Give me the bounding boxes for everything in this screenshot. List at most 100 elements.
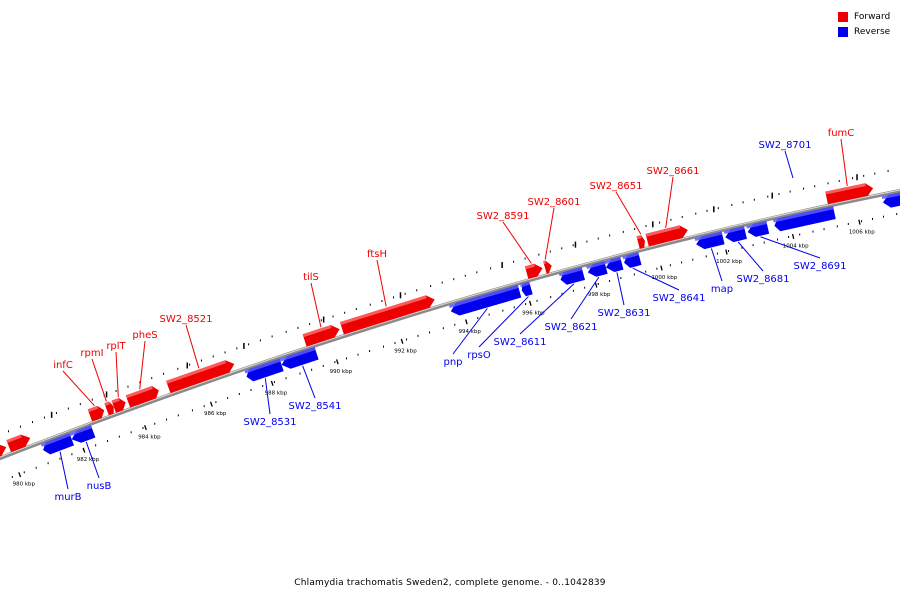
forward-gene [524, 263, 543, 279]
scale-tick [529, 300, 532, 306]
gene-leader-line [310, 282, 322, 328]
gene-highlight [339, 295, 427, 326]
gene-highlight [723, 226, 745, 234]
gene-label: ftsH [367, 249, 387, 260]
gene-leader-line [616, 272, 625, 306]
forward-gene [6, 434, 31, 453]
reverse-gene [604, 257, 624, 272]
reverse-gene [244, 358, 284, 382]
reverse-gene [69, 425, 96, 443]
scale-tick [82, 447, 86, 453]
scale-tick [270, 380, 274, 386]
gene-leader-line [91, 358, 107, 402]
scale-tick [660, 265, 663, 271]
gene-body [246, 358, 284, 382]
gene-highlight [543, 260, 547, 265]
gene-leader-line [264, 378, 271, 415]
gene-label: pheS [132, 330, 157, 341]
gene-leader-line [502, 221, 532, 264]
gene-label: rplT [106, 341, 126, 352]
gene-body [125, 385, 159, 408]
gene-leader-line [665, 176, 674, 228]
gene-label: fumC [828, 128, 855, 139]
legend-label-forward: Forward [854, 11, 891, 22]
gene-highlight [558, 267, 583, 277]
gene-body [166, 360, 235, 394]
gene-highlight [825, 183, 866, 195]
gene-highlight [111, 397, 120, 404]
gene-body [43, 433, 75, 455]
gene-label: SW2_8681 [736, 274, 789, 285]
gene-label: map [711, 284, 733, 295]
gene-leader-line [185, 324, 200, 369]
genome-backbone [0, 188, 900, 461]
forward-gene [111, 397, 126, 413]
forward-swatch [838, 11, 848, 22]
forward-gene [645, 225, 688, 247]
gene-features [0, 183, 900, 457]
gene-highlight [166, 360, 227, 384]
gene-leader-line [115, 351, 119, 398]
forward-gene [104, 401, 114, 416]
scale-tick [335, 359, 339, 365]
scale-label: 1006 kbp [849, 229, 875, 235]
gene-highlight [279, 347, 316, 362]
gene-leader-line [376, 259, 387, 307]
reverse-gene [448, 285, 522, 316]
gene-highlight [520, 281, 530, 288]
reverse-gene [694, 231, 725, 250]
scale-tick [144, 425, 147, 431]
forward-gene [636, 235, 645, 249]
scale-label: 1004 kbp [783, 244, 809, 250]
gene-leader-line [544, 207, 555, 260]
scale-tick [465, 319, 468, 325]
gene-body [774, 206, 836, 232]
scale-label: 982 kbp [77, 457, 100, 463]
scale-label: 984 kbp [138, 434, 161, 440]
gene-leader-line [710, 248, 723, 282]
scale-label: 998 kbp [588, 292, 611, 298]
forward-gene [339, 295, 435, 335]
scale-label: 1000 kbp [651, 275, 677, 281]
gene-label: SW2_8591 [476, 211, 529, 222]
gene-label: SW2_8651 [589, 181, 642, 192]
scale-labels: 980 kbp 982 kbp 984 kbp 986 kbp 988 kbp 990 k… [13, 219, 875, 487]
gene-label: SW2_8541 [288, 401, 341, 412]
gene-label: rpsO [467, 350, 491, 361]
reverse-gene [40, 433, 75, 455]
gene-highlight [586, 261, 606, 269]
gene-label: SW2_8521 [159, 314, 212, 325]
backbone-line [0, 188, 900, 461]
gene-label: SW2_8531 [243, 417, 296, 428]
gene-label: SW2_8701 [758, 140, 811, 151]
gene-highlight [645, 225, 681, 237]
gene-label: SW2_8631 [597, 308, 650, 319]
forward-gene [302, 325, 340, 347]
reverse-gene [746, 221, 770, 237]
forward-gene [825, 183, 874, 205]
gene-highlight [104, 401, 111, 407]
gene-leader-line [62, 370, 95, 407]
gene-label: tilS [303, 272, 319, 283]
gene-highlight [87, 405, 99, 413]
gene-body [825, 183, 874, 205]
gene-leader-line [632, 267, 680, 291]
gene-highlight [40, 433, 71, 447]
gene-leader-line [452, 308, 488, 355]
gene-leader-line [478, 296, 529, 348]
gene-leader-line [840, 138, 848, 186]
gene-highlight [448, 285, 519, 308]
forward-gene [543, 260, 552, 274]
gene-highlight [524, 263, 535, 270]
scale-tick [400, 338, 404, 344]
forward-gene [87, 405, 105, 422]
reverse-gene [558, 267, 585, 285]
gene-body [696, 231, 725, 250]
gene-body [0, 444, 7, 457]
gene-highlight [772, 206, 834, 223]
map-caption: Chlamydia trachomatis Sweden2, complete … [294, 578, 606, 588]
gene-body [281, 347, 319, 369]
gene-body [302, 325, 340, 347]
gene-label: murB [54, 492, 81, 503]
gene-highlight [302, 325, 332, 338]
